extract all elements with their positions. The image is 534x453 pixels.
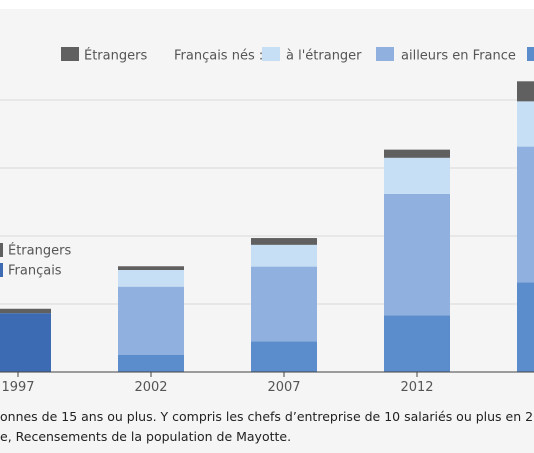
bar-2017--trangers <box>517 81 534 102</box>
bar-1997-fran-ais-n-s-mayotte <box>0 313 51 372</box>
x-tick-label-2002: 2002 <box>134 380 167 395</box>
legend-label-ailleurs-en-france: ailleurs en France <box>401 49 516 64</box>
legend-swatch-etrangers <box>61 47 79 61</box>
chart-notes: onnes de 15 ans ou plus. Y compris les c… <box>0 407 534 447</box>
x-tick-label-2012: 2012 <box>400 380 433 395</box>
note-line-1: onnes de 15 ans ou plus. Y compris les c… <box>0 409 534 424</box>
bar-2017--l-tranger <box>517 101 534 147</box>
x-tick-label-2007: 2007 <box>267 380 300 395</box>
bar-2007-fran-ais-n-s-mayotte <box>251 341 317 372</box>
stacked-bar-chart: 19972002200720122017ÉtrangersFrançais né… <box>0 47 534 395</box>
bar-2017-ailleurs-en-france <box>517 146 534 283</box>
annotation-label-1: Français <box>8 264 62 279</box>
bar-2002-fran-ais-n-s-mayotte <box>118 355 184 372</box>
legend-label-etrangers: Étrangers <box>84 48 147 64</box>
legend-swatch-ailleurs-en-france <box>376 47 394 61</box>
bar-2007-ailleurs-en-france <box>251 266 317 342</box>
legend-swatch-cut-off <box>527 47 534 61</box>
note-line-2: e, Recensements de la population de Mayo… <box>0 429 292 444</box>
legend-label-a-l-etranger: à l'étranger <box>286 49 362 64</box>
annotation-label-0: Étrangers <box>8 243 71 259</box>
legend-group-label: Français nés : <box>174 49 263 64</box>
bar-2007--l-tranger <box>251 244 317 267</box>
annotation-swatch-1 <box>0 263 3 277</box>
bar-2002-ailleurs-en-france <box>118 286 184 355</box>
chart-panel: 19972002200720122017ÉtrangersFrançais né… <box>0 9 534 453</box>
bar-1997--trangers <box>0 308 51 314</box>
bar-2002--l-tranger <box>118 270 184 287</box>
bar-2012--l-tranger <box>384 157 450 194</box>
bar-2002--trangers <box>118 266 184 270</box>
bar-2012--trangers <box>384 149 450 158</box>
legend-swatch-a-l-etranger <box>262 47 280 61</box>
x-tick-label-1997: 1997 <box>1 380 34 395</box>
bar-2017-fran-ais-n-s-mayotte <box>517 282 534 372</box>
annotation-swatch-0 <box>0 243 3 257</box>
bar-2012-fran-ais-n-s-mayotte <box>384 315 450 372</box>
bar-2007--trangers <box>251 238 317 245</box>
bar-2012-ailleurs-en-france <box>384 193 450 316</box>
